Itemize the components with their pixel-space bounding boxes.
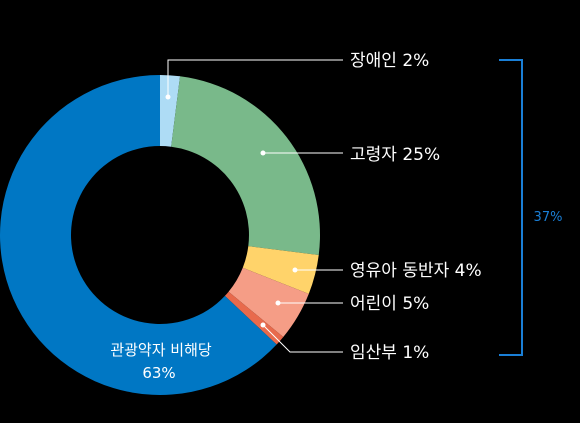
leader-line-pregnant xyxy=(262,324,343,353)
group-total-label: 37% xyxy=(534,210,563,225)
label-not-applicable-name: 관광약자 비해당 xyxy=(110,341,212,359)
label-elderly: 고령자 25% xyxy=(350,145,440,165)
label-children: 어린이 5% xyxy=(350,294,429,314)
label-infant-companion: 영유아 동반자 4% xyxy=(350,261,482,281)
slice-3 xyxy=(228,267,309,337)
slice-2 xyxy=(242,246,319,294)
leader-dot-children xyxy=(275,300,281,306)
leader-dot-infant-companion xyxy=(292,267,298,273)
leader-dots xyxy=(165,94,298,328)
leader-line-disabled xyxy=(167,59,343,97)
leader-dot-disabled xyxy=(165,94,171,100)
leader-dot-elderly xyxy=(260,150,266,156)
label-not-applicable-pct: 63% xyxy=(142,364,175,382)
slice-5 xyxy=(0,75,277,395)
slice-0 xyxy=(160,75,181,147)
label-pregnant: 임산부 1% xyxy=(350,343,429,363)
slice-1 xyxy=(171,76,320,256)
leader-dot-pregnant xyxy=(260,322,266,328)
label-disabled: 장애인 2% xyxy=(350,51,429,71)
leader-lines xyxy=(167,59,343,353)
group-bracket xyxy=(499,59,523,356)
